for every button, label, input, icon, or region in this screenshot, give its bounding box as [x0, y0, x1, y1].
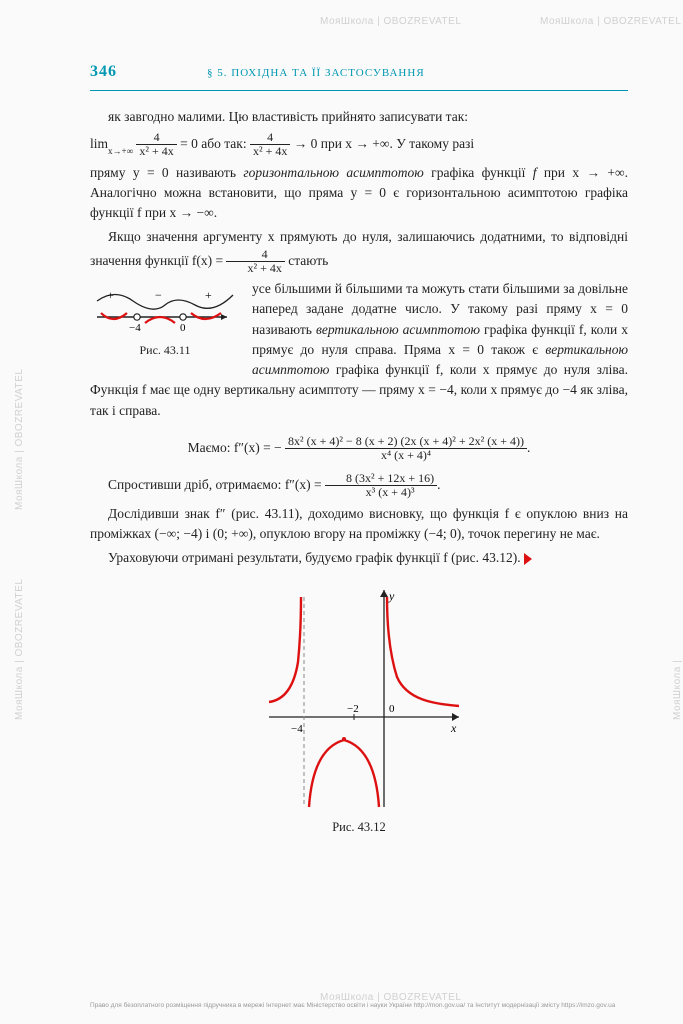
equation-line: limx→+∞ 4x² + 4x = 0 або так: 4x² + 4x →… [90, 131, 628, 158]
figure-caption: Рис. 43.11 [90, 341, 240, 359]
footer-note: Право для безоплатного розміщення підруч… [90, 1002, 628, 1010]
watermark: МояШкола | OBOZREVATEL [670, 642, 683, 720]
equation-text: → 0 при x → +∞. У такому разі [294, 136, 474, 151]
watermark: МояШкола | OBOZREVATEL [12, 579, 27, 720]
svg-text:x: x [450, 721, 457, 735]
header-rule [90, 90, 628, 91]
sign-diagram-svg: + − + −4 0 [95, 283, 235, 333]
fraction: 4x² + 4x [250, 131, 290, 158]
svg-text:0: 0 [389, 703, 395, 715]
svg-text:+: + [205, 288, 212, 302]
svg-text:+: + [107, 288, 114, 302]
page-header: 346 § 5. ПОХІДНА ТА ЇЇ ЗАСТОСУВАННЯ [90, 60, 628, 84]
paragraph: Дослідивши знак f″ (рис. 43.11), доходим… [90, 504, 628, 545]
equation-derivative: Маємо: f″(x) = − 8x² (x + 4)² − 8 (x + 2… [90, 435, 628, 462]
label-zero: 0 [180, 322, 186, 333]
svg-text:−2: −2 [347, 703, 359, 715]
svg-text:y: y [388, 589, 395, 603]
paragraph: Ураховуючи отримані результати, будуємо … [90, 548, 628, 568]
page-number: 346 [90, 60, 117, 84]
fraction: 4x² + 4x [226, 248, 284, 275]
paragraph: Якщо значення аргументу x прямують до ну… [90, 227, 628, 275]
equation-text: = 0 або так: [180, 136, 250, 151]
end-marker-icon [524, 553, 532, 565]
figure-main-graph: y x −2 0 −4 [249, 582, 469, 812]
lim-label: lim [90, 136, 108, 151]
lim-sub: x→+∞ [108, 147, 133, 156]
paragraph: пряму y = 0 називають горизонтальною аси… [90, 163, 628, 224]
label-neg4: −4 [129, 322, 141, 333]
equation-simplified: Спростивши дріб, отримаємо: f″(x) = 8 (3… [90, 472, 628, 499]
watermark: МояШкола | OBOZREVATEL [540, 14, 681, 29]
svg-text:−4: −4 [291, 723, 303, 735]
fraction: 4x² + 4x [136, 131, 176, 158]
svg-text:−: − [155, 288, 162, 302]
figure-sign-diagram: + − + −4 0 Рис. 43.11 [90, 283, 240, 359]
watermark: МояШкола | OBOZREVATEL [320, 14, 461, 29]
paragraph: як завгодно малими. Цю властивість прийн… [90, 107, 628, 127]
section-title: § 5. ПОХІДНА ТА ЇЇ ЗАСТОСУВАННЯ [207, 65, 425, 82]
watermark: МояШкола | OBOZREVATEL [12, 369, 27, 510]
figure-caption: Рис. 43.12 [90, 818, 628, 837]
